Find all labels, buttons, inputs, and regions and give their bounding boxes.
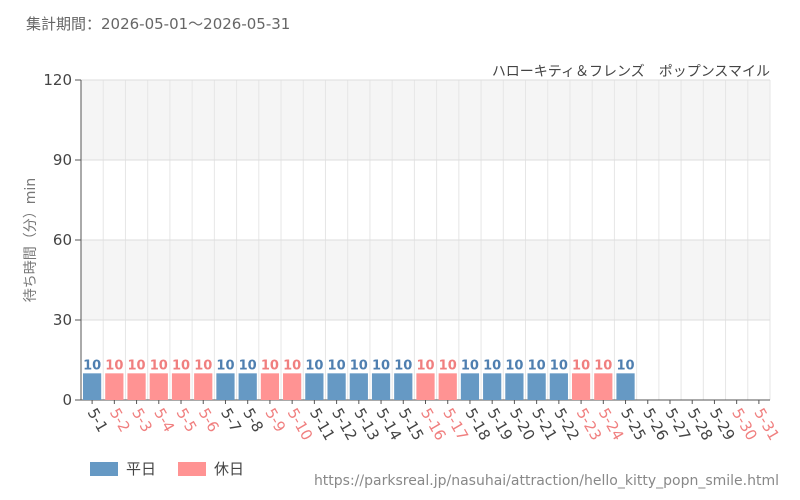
bar: [483, 373, 502, 400]
bar: [305, 373, 324, 400]
data-label: 10: [550, 358, 568, 373]
bar: [549, 373, 568, 400]
legend-swatch-weekday: [90, 461, 118, 476]
bar: [127, 373, 146, 400]
bar: [283, 373, 302, 400]
y-tick-label: 120: [43, 71, 72, 89]
legend-item-holiday: 休日: [178, 458, 244, 479]
bar: [594, 373, 613, 400]
attraction-name: ハローキティ＆フレンズ ポップンスマイル: [491, 64, 770, 80]
data-label: 10: [194, 358, 212, 373]
y-tick-label: 60: [53, 231, 72, 249]
data-label: 10: [505, 358, 523, 373]
data-label: 10: [105, 358, 123, 373]
data-label: 10: [461, 358, 479, 373]
x-tick-label: 5-8: [239, 405, 267, 435]
source-url: https://parksreal.jp/nasuhai/attraction/…: [313, 473, 779, 489]
data-label: 10: [172, 358, 190, 373]
bar: [416, 373, 435, 400]
y-tick-label: 30: [53, 311, 72, 329]
bar: [216, 373, 235, 400]
bar: [171, 373, 191, 400]
data-label: 10: [150, 358, 168, 373]
legend-label-weekday: 平日: [126, 460, 157, 478]
data-label: 10: [305, 358, 323, 373]
bar: [438, 373, 457, 400]
bar: [349, 373, 368, 400]
x-tick-label: 5-7: [217, 405, 245, 435]
data-label: 10: [83, 358, 101, 373]
data-label: 10: [594, 358, 612, 373]
data-label: 10: [216, 358, 234, 373]
bar: [238, 373, 257, 400]
data-label: 10: [328, 358, 346, 373]
bar: [394, 373, 413, 400]
legend-label-holiday: 休日: [214, 460, 245, 478]
bar: [260, 373, 280, 400]
data-label: 10: [572, 358, 590, 373]
data-label: 10: [372, 358, 390, 373]
bar: [460, 373, 480, 400]
y-tick-label: 0: [62, 391, 72, 409]
x-tick-label: 5-2: [106, 405, 134, 435]
legend-item-weekday: 平日: [90, 458, 156, 479]
plot-band: [81, 80, 770, 160]
period-label: 集計期間：2026-05-01～2026-05-31: [26, 15, 291, 33]
y-axis-title: 待ち時間（分）min: [23, 178, 39, 302]
x-tick-label: 5-1: [84, 405, 112, 435]
bar: [105, 373, 124, 400]
x-tick-label: 5-9: [261, 405, 289, 435]
data-label: 10: [350, 358, 368, 373]
x-tick-label: 5-4: [150, 405, 178, 435]
bar: [327, 373, 346, 400]
data-label: 10: [416, 358, 434, 373]
data-label: 10: [528, 358, 546, 373]
data-label: 10: [261, 358, 279, 373]
bar: [505, 373, 524, 400]
y-tick-label: 90: [53, 151, 72, 169]
data-label: 10: [483, 358, 501, 373]
bar: [149, 373, 168, 400]
data-label: 10: [283, 358, 301, 373]
data-label: 10: [394, 358, 412, 373]
bar: [571, 373, 591, 400]
legend-swatch-holiday: [178, 461, 207, 476]
x-tick-label: 5-5: [173, 405, 201, 435]
bar: [83, 373, 102, 400]
bar: [616, 373, 635, 400]
bar: [194, 373, 213, 400]
data-label: 10: [128, 358, 146, 373]
data-label: 10: [616, 358, 634, 373]
plot-band: [81, 160, 770, 240]
legend: 平日 休日: [90, 458, 266, 479]
bar: [371, 373, 391, 400]
data-label: 10: [439, 358, 457, 373]
x-tick-label: 5-6: [195, 405, 223, 435]
plot-band: [81, 240, 770, 320]
data-label: 10: [239, 358, 257, 373]
x-tick-label: 5-3: [128, 405, 156, 435]
bar: [527, 373, 546, 400]
